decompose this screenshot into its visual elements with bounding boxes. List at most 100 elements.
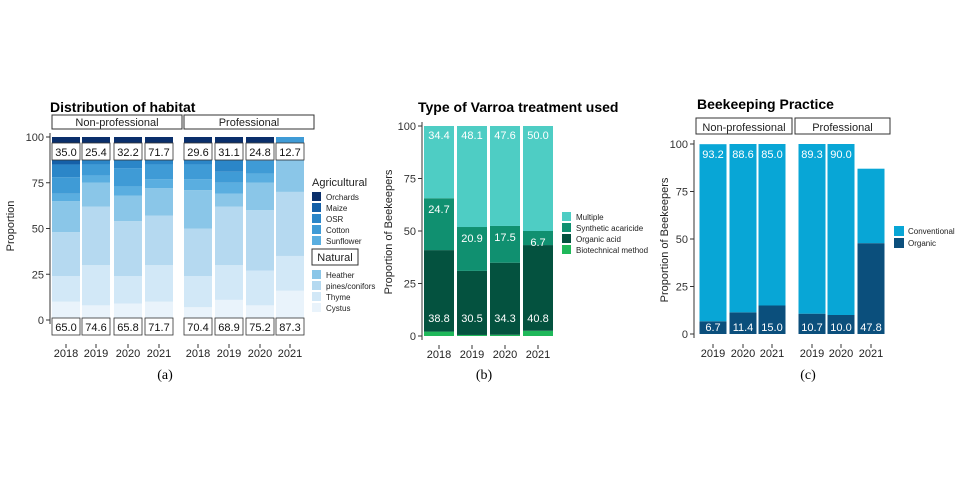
habitat-bar-segment xyxy=(145,265,173,302)
practice-bar-segment xyxy=(758,144,786,306)
habitat-legend-label: Heather xyxy=(326,271,355,280)
varroa-chart: Type of Varroa treatment used Proportion… xyxy=(383,99,648,383)
habitat-agri-label-box xyxy=(51,142,81,161)
habitat-bar-segment xyxy=(52,164,80,178)
habitat-bar-segment xyxy=(246,182,274,211)
habitat-bar-segment xyxy=(215,193,243,207)
habitat-agri-data-label: 31.1 xyxy=(218,147,239,159)
varroa-bar-segment xyxy=(490,225,520,263)
habitat-bar-segment xyxy=(184,190,212,229)
habitat-chart: Distribution of habitat Proportion (a) 0… xyxy=(5,99,375,383)
practice-chart-title: Beekeeping Practice xyxy=(697,96,834,112)
habitat-bar-segment xyxy=(114,137,142,147)
habitat-legend-label: pines/conifors xyxy=(326,282,375,291)
habitat-bar-segment xyxy=(114,157,142,169)
practice-x-tick-label: 2020 xyxy=(731,348,755,360)
varroa-legend-swatch xyxy=(562,245,571,254)
varroa-chart-title: Type of Varroa treatment used xyxy=(418,99,618,115)
varroa-legend-label: Biotechnical method xyxy=(576,246,648,255)
habitat-facet-strip xyxy=(51,114,183,130)
habitat-facet-label: Professional xyxy=(219,117,280,129)
habitat-bar-segment xyxy=(52,301,80,320)
varroa-x-tick-label: 2020 xyxy=(493,349,517,361)
varroa-data-label: 20.9 xyxy=(461,233,482,245)
habitat-bar-segment xyxy=(145,164,173,180)
varroa-bar-segment xyxy=(523,245,553,331)
habitat-bar-segment xyxy=(114,168,142,187)
habitat-natural-data-label: 68.9 xyxy=(218,322,239,334)
varroa-x-tick-label: 2019 xyxy=(460,349,484,361)
habitat-bar-segment xyxy=(246,173,274,183)
habitat-natural-data-label: 70.4 xyxy=(187,322,208,334)
habitat-bar-segment xyxy=(184,164,212,180)
varroa-legend-label: Multiple xyxy=(576,213,604,222)
varroa-bar-segment xyxy=(490,262,520,335)
habitat-bar-segment xyxy=(82,206,110,266)
habitat-x-tick-label: 2018 xyxy=(54,348,78,360)
practice-bar-segment xyxy=(758,305,786,334)
practice-facet-strip xyxy=(794,117,891,135)
practice-bar-segment xyxy=(699,144,727,322)
practice-facet-strip xyxy=(695,117,793,135)
habitat-x-tick-label: 2020 xyxy=(116,348,140,360)
practice-y-axis-label: Proportion of Beekeepers xyxy=(659,177,671,302)
varroa-y-tick-label: 25 xyxy=(404,279,416,291)
varroa-bar-segment xyxy=(457,227,487,271)
practice-bar-segment xyxy=(729,312,757,334)
varroa-data-label: 30.5 xyxy=(461,313,482,325)
practice-data-label: 11.4 xyxy=(733,322,754,334)
habitat-legend-label: Cystus xyxy=(326,304,350,313)
practice-x-tick-label: 2019 xyxy=(701,348,725,360)
habitat-legend-swatch xyxy=(312,270,321,279)
practice-y-tick-label: 100 xyxy=(670,139,688,151)
practice-caption: (c) xyxy=(800,368,816,383)
practice-bar-segment xyxy=(798,144,826,314)
habitat-natural-data-label: 65.8 xyxy=(117,322,138,334)
habitat-bar-segment xyxy=(52,276,80,302)
habitat-legend-group-box xyxy=(311,248,359,266)
practice-bar-segment xyxy=(729,144,757,313)
habitat-agri-label-box xyxy=(275,142,305,161)
habitat-agri-data-label: 32.2 xyxy=(117,147,138,159)
habitat-bar-segment xyxy=(215,171,243,183)
habitat-natural-data-label: 75.2 xyxy=(249,322,270,334)
varroa-x-tick-label: 2021 xyxy=(526,349,550,361)
habitat-bar-segment xyxy=(215,299,243,320)
habitat-bar-segment xyxy=(82,265,110,306)
varroa-y-tick-label: 50 xyxy=(404,226,416,238)
practice-y-tick-label: 25 xyxy=(676,282,688,294)
varroa-y-tick-label: 100 xyxy=(398,121,416,133)
practice-x-tick-label: 2021 xyxy=(859,348,883,360)
practice-bar-segment xyxy=(699,321,727,334)
practice-data-label: 85.0 xyxy=(761,149,782,161)
habitat-agri-data-label: 25.4 xyxy=(85,147,106,159)
habitat-x-tick-label: 2019 xyxy=(217,348,241,360)
habitat-bar-segment xyxy=(246,270,274,306)
habitat-bar-segment xyxy=(52,177,80,194)
habitat-legend-swatch xyxy=(312,192,321,201)
varroa-bar-segment xyxy=(424,198,454,251)
varroa-bar-segment xyxy=(523,330,553,336)
practice-data-label: 39.2 xyxy=(860,149,881,161)
habitat-facet-strip xyxy=(183,114,315,130)
practice-y-tick-label: 0 xyxy=(682,329,688,341)
varroa-data-label: 50.0 xyxy=(527,130,548,142)
varroa-bar-segment xyxy=(490,334,520,336)
practice-legend-swatch xyxy=(894,238,904,248)
varroa-data-label: 17.5 xyxy=(494,232,515,244)
varroa-caption: (b) xyxy=(476,368,493,383)
habitat-bar-segment xyxy=(114,195,142,222)
habitat-legend-swatch xyxy=(312,225,321,234)
habitat-legend-label: Maize xyxy=(326,204,348,213)
habitat-bar-segment xyxy=(215,158,243,172)
habitat-bar-segment xyxy=(145,188,173,216)
habitat-bar-segment xyxy=(215,137,243,148)
habitat-x-tick-label: 2020 xyxy=(248,348,272,360)
habitat-bar-segment xyxy=(276,290,304,320)
practice-data-label: 6.7 xyxy=(705,322,720,334)
habitat-bar-segment xyxy=(276,160,304,192)
practice-bar-segment xyxy=(827,315,855,334)
habitat-y-tick-label: 75 xyxy=(32,178,44,190)
habitat-legend-label: Sunflower xyxy=(326,237,362,246)
habitat-legend-title: Natural xyxy=(317,252,352,264)
